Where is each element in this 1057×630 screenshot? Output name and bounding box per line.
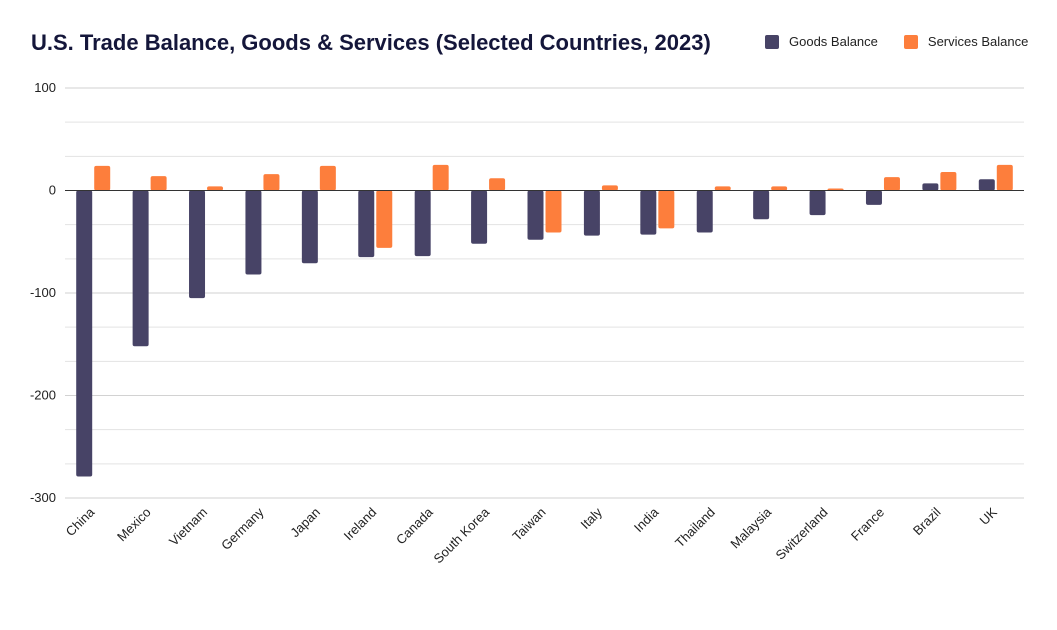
x-tick-label: Switzerland [773, 505, 831, 563]
bar-goods [358, 190, 375, 258]
bar-goods [583, 190, 600, 236]
bar-goods [978, 179, 995, 191]
bar-services [771, 186, 788, 191]
bar-goods [189, 190, 206, 299]
bar-services [658, 190, 675, 229]
legend-label-goods: Goods Balance [789, 34, 878, 49]
bar-services [207, 186, 224, 191]
x-tick-label: Thailand [672, 505, 718, 551]
legend-swatch-services [903, 34, 918, 49]
bar-services [489, 178, 506, 191]
x-tick-label: France [848, 505, 887, 544]
x-tick-label: South Korea [430, 504, 492, 566]
y-tick-label: 100 [34, 80, 56, 95]
legend-label-services: Services Balance [927, 34, 1029, 49]
y-tick-label: -300 [30, 490, 56, 505]
bar-services [263, 174, 280, 191]
x-tick-label: Vietnam [166, 505, 210, 549]
bar-goods [640, 190, 657, 235]
bar-goods [245, 190, 262, 275]
x-tick-label: Taiwan [509, 505, 548, 544]
bar-services [545, 190, 562, 233]
bar-services [376, 190, 393, 248]
bar-services [714, 186, 731, 191]
x-tick-label: India [631, 504, 662, 535]
bar-services [319, 165, 336, 191]
bar-goods [865, 190, 882, 205]
x-tick-label: Italy [578, 504, 606, 532]
bar-services [996, 164, 1013, 191]
bar-services [940, 172, 957, 191]
x-tick-label: Brazil [910, 504, 944, 538]
legend-item-goods[interactable]: Goods Balance [765, 34, 878, 49]
x-tick-label: UK [977, 504, 1001, 528]
bar-services [150, 176, 167, 191]
x-tick-label: Malaysia [727, 504, 774, 551]
bar-goods [132, 190, 149, 347]
legend-swatch-goods [765, 34, 779, 49]
bar-services [94, 165, 111, 191]
bar-goods [76, 190, 93, 477]
bar-services [432, 164, 449, 191]
y-tick-label: -200 [30, 388, 56, 403]
x-tick-label: Germany [218, 504, 267, 553]
x-tick-label: Canada [393, 504, 436, 547]
bar-services [827, 188, 844, 191]
bar-goods [414, 190, 431, 257]
x-tick-label: Ireland [341, 505, 380, 544]
y-tick-label: -100 [30, 285, 56, 300]
legend-item-services[interactable]: Services Balance [903, 34, 1029, 49]
bar-services [883, 177, 900, 191]
chart-title: U.S. Trade Balance, Goods & Services (Se… [31, 30, 711, 55]
y-tick-label: 0 [49, 183, 56, 198]
bar-goods [809, 190, 826, 216]
x-tick-label: Mexico [114, 505, 154, 545]
bar-goods [922, 183, 939, 191]
bar-goods [301, 190, 318, 264]
legend: Goods Balance Services Balance [765, 34, 1028, 49]
x-tick-label: Japan [287, 505, 323, 541]
bar-services [601, 185, 618, 191]
bar-goods [527, 190, 544, 240]
bar-goods [696, 190, 713, 233]
bar-goods [753, 190, 770, 220]
bar-goods [471, 190, 488, 244]
x-tick-label: China [63, 504, 98, 539]
